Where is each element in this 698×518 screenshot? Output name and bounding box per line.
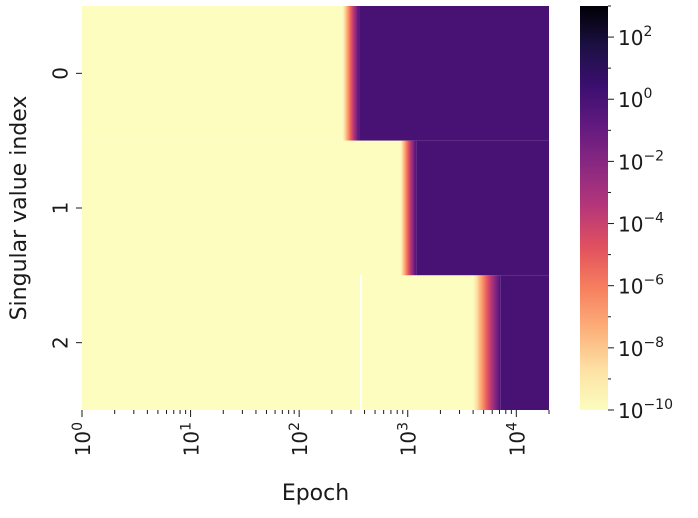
y-axis-title: Singular value index xyxy=(7,96,32,321)
x-tick-label: 104 xyxy=(504,422,529,456)
y-tick-label: 0 xyxy=(49,67,73,80)
x-axis-title: Epoch xyxy=(282,481,349,506)
colorbar-tick-label: 100 xyxy=(618,86,652,112)
colorbar-axis: 102 100 10−2 10−4 10−6 10−8 10−10 xyxy=(608,5,673,423)
colorbar xyxy=(580,6,608,410)
colorbar-tick-label: 10−8 xyxy=(618,335,664,361)
x-tick-label: 102 xyxy=(287,422,312,456)
colorbar-tick-label: 10−6 xyxy=(618,273,664,299)
y-tick-label: 1 xyxy=(49,202,73,215)
x-tick-label: 101 xyxy=(179,422,204,456)
x-tick-label: 103 xyxy=(396,422,421,456)
heatmap-row-1-high xyxy=(416,140,549,276)
heatmap-row-0-transition xyxy=(342,6,360,141)
heatmap-row-2-glitch xyxy=(359,275,362,410)
colorbar-tick-label: 10−2 xyxy=(618,148,664,174)
y-axis: 0 1 2 xyxy=(49,67,82,349)
heatmap-cells xyxy=(82,6,549,410)
x-tick-label: 100 xyxy=(70,422,95,456)
colorbar-tick-label: 102 xyxy=(618,24,652,50)
heatmap-row-2-high xyxy=(500,275,549,410)
heatmap-row-2-low xyxy=(82,275,474,410)
heatmap-row-1-transition xyxy=(400,140,417,276)
heatmap-row-2-transition xyxy=(473,275,501,410)
colorbar-tick-label: 10−4 xyxy=(618,211,664,237)
heatmap-row-1-low xyxy=(82,140,401,276)
colorbar-tick-label: 10−10 xyxy=(618,397,673,423)
heatmap-row-0-high xyxy=(359,6,549,141)
heatmap-row-0-low xyxy=(82,6,343,141)
x-axis: 100 101 102 103 104 xyxy=(70,410,550,456)
y-tick-label: 2 xyxy=(49,336,73,349)
